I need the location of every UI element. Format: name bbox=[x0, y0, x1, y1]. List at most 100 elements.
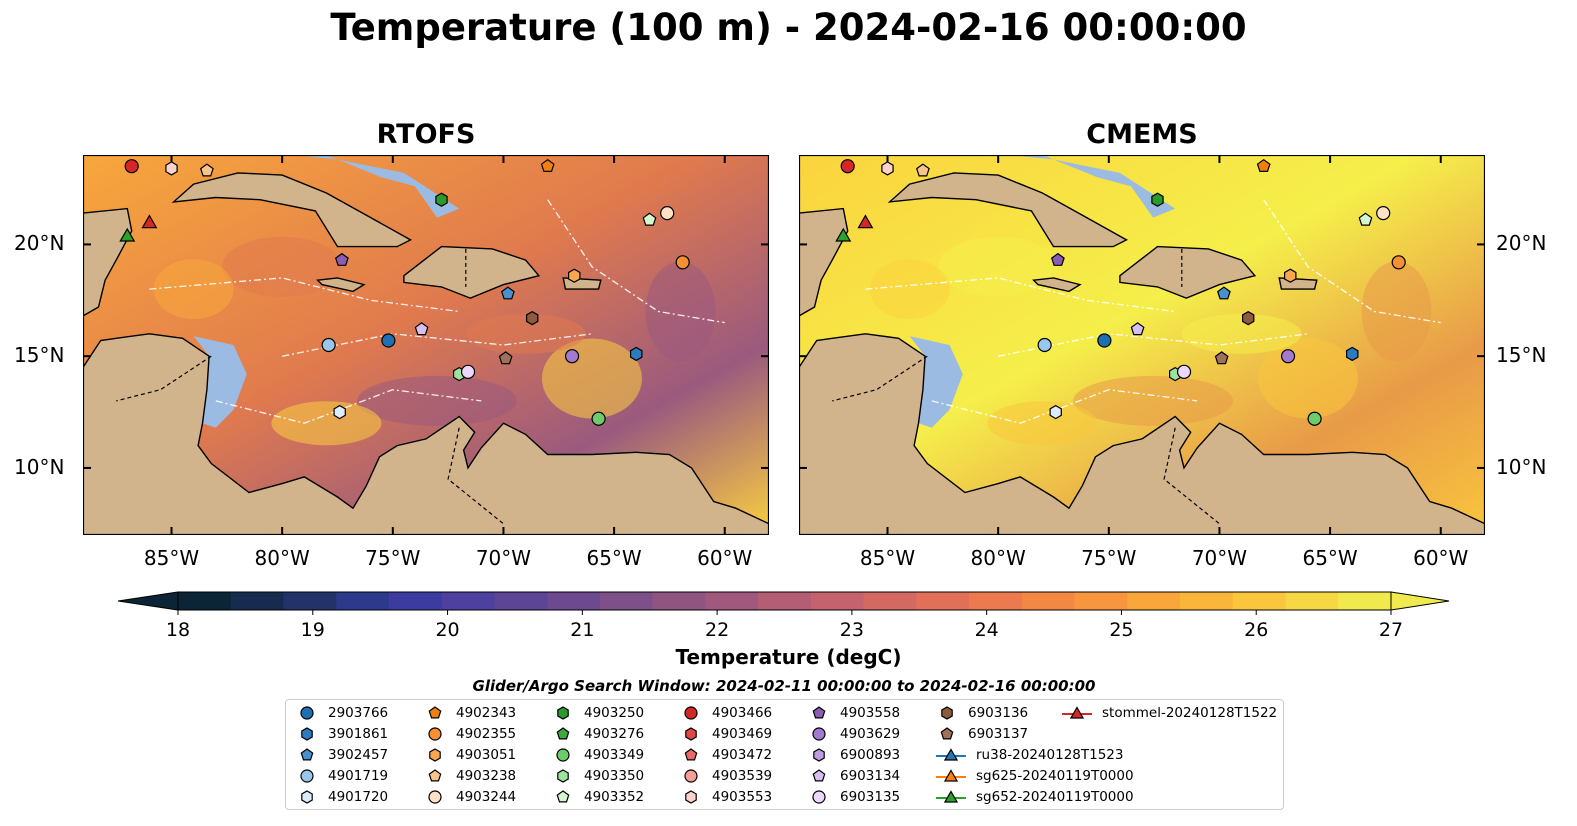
legend-label: sg652-20240119T0000 bbox=[976, 789, 1134, 805]
colorbar-tick-label: 18 bbox=[165, 619, 191, 641]
legend-item-4903244: 4903244 bbox=[424, 787, 516, 807]
legend-marker bbox=[684, 748, 698, 761]
float-marker-4903244[interactable] bbox=[1376, 206, 1391, 221]
float-marker-3901861[interactable] bbox=[629, 346, 643, 362]
float-marker-4903349[interactable] bbox=[591, 411, 606, 426]
legend-item-4903469: 4903469 bbox=[680, 724, 772, 744]
float-marker-6903137[interactable] bbox=[1214, 351, 1229, 365]
float-marker-4903238[interactable] bbox=[915, 163, 930, 177]
float-marker-4902355[interactable] bbox=[1391, 255, 1406, 270]
panel-title-rtofs: RTOFS bbox=[376, 119, 476, 150]
legend-item-4902355: 4902355 bbox=[424, 724, 516, 744]
float-marker-6903135[interactable] bbox=[1176, 364, 1192, 379]
colorbar bbox=[118, 591, 1450, 615]
legend-marker bbox=[428, 727, 442, 741]
legend: 2903766 3901861 3902457 4901719 4901720 49023… bbox=[285, 699, 1284, 810]
legend-label: 4903553 bbox=[712, 789, 773, 805]
legend-item-ru38-20240128T1523: ru38-20240128T1523 bbox=[936, 745, 1123, 765]
legend-item-4903349: 4903349 bbox=[552, 745, 644, 765]
x-tick-label: 65°W bbox=[586, 546, 642, 570]
float-marker-4903558[interactable] bbox=[334, 252, 349, 266]
colorbar-tick-label: 22 bbox=[705, 619, 730, 641]
legend-item-6903137: 6903137 bbox=[936, 724, 1028, 744]
x-tick-label: 75°W bbox=[365, 546, 421, 570]
legend-marker bbox=[556, 790, 570, 803]
float-marker-4902355[interactable] bbox=[675, 255, 690, 270]
float-marker-4903250[interactable] bbox=[435, 192, 448, 207]
legend-item-4903051: 4903051 bbox=[424, 745, 516, 765]
float-marker-3902457[interactable] bbox=[500, 286, 515, 300]
float-marker-4903558[interactable] bbox=[1050, 252, 1065, 266]
legend-item-sg625-20240119T0000: sg625-20240119T0000 bbox=[936, 766, 1134, 786]
float-marker-3901861[interactable] bbox=[1345, 346, 1359, 362]
legend-item-6903136: 6903136 bbox=[936, 703, 1028, 723]
legend-marker bbox=[685, 727, 697, 741]
float-marker-4901719[interactable] bbox=[1037, 337, 1052, 353]
glider-marker-stommel-20240128T1522[interactable] bbox=[857, 214, 874, 229]
float-marker-4903238[interactable] bbox=[199, 163, 214, 177]
float-marker-4903051[interactable] bbox=[568, 268, 581, 283]
x-tick-label: 70°W bbox=[1191, 546, 1248, 570]
search-window-text: Glider/Argo Search Window: 2024-02-11 00… bbox=[472, 677, 1096, 695]
legend-item-4903629: 4903629 bbox=[808, 724, 900, 744]
legend-label: 4903350 bbox=[584, 768, 645, 784]
float-marker-2903766[interactable] bbox=[1097, 333, 1112, 348]
legend-label: 4903472 bbox=[712, 747, 773, 763]
legend-label: 3901861 bbox=[328, 726, 389, 742]
float-marker-6903134[interactable] bbox=[414, 322, 429, 336]
x-tick-label: 85°W bbox=[143, 546, 200, 570]
float-marker-6903136[interactable] bbox=[1242, 311, 1255, 326]
legend-label: 6903137 bbox=[968, 726, 1029, 742]
float-marker-3902457[interactable] bbox=[1216, 286, 1231, 300]
legend-marker bbox=[428, 706, 442, 719]
float-marker-4903250[interactable] bbox=[1151, 192, 1164, 207]
float-marker-4903553[interactable] bbox=[165, 161, 178, 176]
legend-item-6900893: 6900893 bbox=[808, 745, 900, 765]
float-marker-4901720[interactable] bbox=[333, 404, 346, 420]
float-marker-4903349[interactable] bbox=[1307, 411, 1322, 426]
figure-title: Temperature (100 m) - 2024-02-16 00:00:0… bbox=[330, 6, 1247, 49]
glider-marker-sg652-20240119T0000[interactable] bbox=[835, 227, 852, 242]
float-marker-4901720[interactable] bbox=[1049, 404, 1062, 420]
float-marker-4903352[interactable] bbox=[1358, 212, 1373, 226]
x-tick-label: 65°W bbox=[1302, 546, 1358, 570]
legend-label: 4903244 bbox=[456, 789, 517, 805]
panel-title-cmems: CMEMS bbox=[1086, 119, 1198, 150]
glider-marker-stommel-20240128T1522[interactable] bbox=[141, 214, 158, 229]
float-marker-6903135[interactable] bbox=[460, 364, 476, 379]
float-marker-4903553[interactable] bbox=[881, 161, 894, 176]
float-marker-4903629[interactable] bbox=[564, 349, 580, 364]
float-marker-2903766[interactable] bbox=[381, 333, 396, 348]
float-marker-6903137[interactable] bbox=[498, 351, 513, 365]
legend-label: 6903136 bbox=[968, 705, 1029, 721]
legend-label: 4903276 bbox=[584, 726, 645, 742]
legend-item-4902343: 4902343 bbox=[424, 703, 516, 723]
colorbar-tick-label: 20 bbox=[435, 619, 460, 641]
legend-label: 6900893 bbox=[840, 747, 901, 763]
legend-marker bbox=[428, 769, 442, 782]
float-marker-6903136[interactable] bbox=[526, 311, 539, 326]
x-tick-label: 60°W bbox=[697, 546, 753, 570]
legend-item-2903766: 2903766 bbox=[296, 703, 388, 723]
float-marker-6903134[interactable] bbox=[1130, 322, 1145, 336]
x-tick-label: 85°W bbox=[859, 546, 916, 570]
legend-label: 6903134 bbox=[840, 768, 901, 784]
legend-marker bbox=[936, 790, 966, 803]
legend-item-4903558: 4903558 bbox=[808, 703, 900, 723]
float-marker-4903051[interactable] bbox=[1284, 268, 1297, 283]
legend-label: 4903349 bbox=[584, 747, 645, 763]
float-marker-4902343[interactable] bbox=[540, 158, 555, 172]
float-marker-4903466[interactable] bbox=[124, 159, 139, 174]
y-tick-label-right: 10°N bbox=[1496, 454, 1547, 479]
x-tick-label: 80°W bbox=[254, 546, 310, 570]
float-marker-4903629[interactable] bbox=[1280, 349, 1296, 364]
float-marker-4903466[interactable] bbox=[840, 159, 855, 174]
float-marker-4903244[interactable] bbox=[660, 206, 675, 221]
float-marker-4901719[interactable] bbox=[321, 337, 336, 353]
float-marker-4903352[interactable] bbox=[642, 212, 657, 226]
legend-label: 4903469 bbox=[712, 726, 773, 742]
glider-marker-sg652-20240119T0000[interactable] bbox=[119, 227, 136, 242]
legend-marker bbox=[812, 790, 826, 804]
float-marker-4902343[interactable] bbox=[1256, 158, 1271, 172]
legend-marker bbox=[936, 748, 966, 761]
